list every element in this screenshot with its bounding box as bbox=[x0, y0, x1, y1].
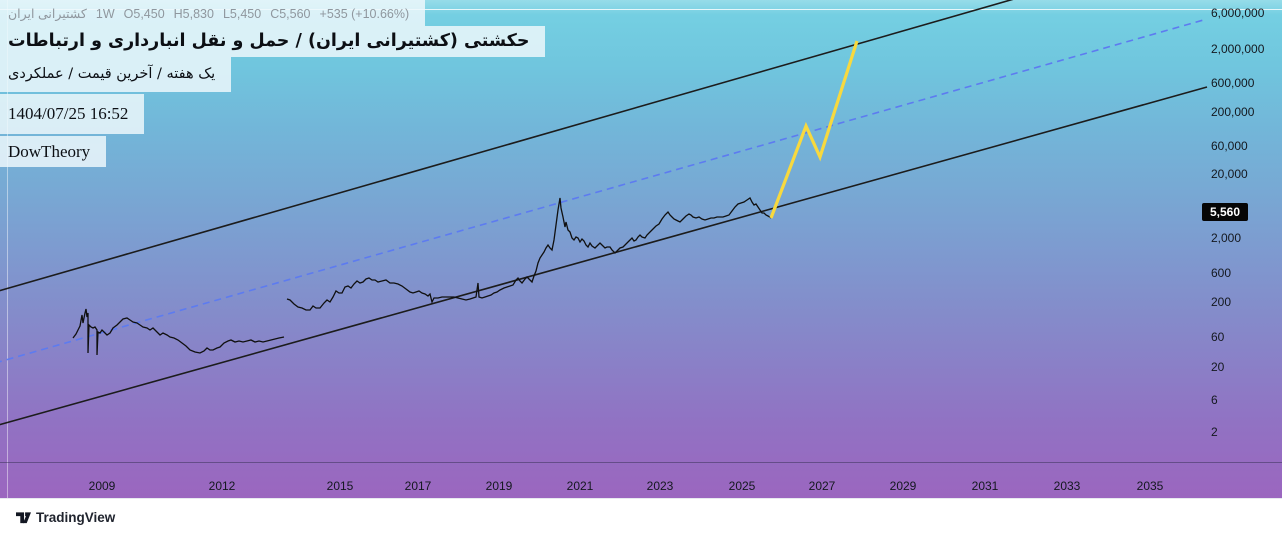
price-tick-label: 20,000 bbox=[1211, 167, 1248, 181]
price-tick-label: 6,000,000 bbox=[1211, 6, 1265, 20]
price-tick-label: 20 bbox=[1211, 360, 1225, 374]
time-axis[interactable]: 2009 2012 2015 2017 2019 2021 2023 2025 2027 2029… bbox=[0, 0, 1282, 498]
tradingview-logo-icon[interactable] bbox=[16, 511, 31, 525]
time-tick-label: 2019 bbox=[485, 479, 513, 493]
time-tick-label: 2027 bbox=[808, 479, 836, 493]
symbol-title[interactable]: حکشتی (کشتیرانی ایران) / حمل و نقل انبار… bbox=[0, 26, 546, 57]
time-tick-label: 2031 bbox=[971, 479, 999, 493]
footer-bar: TradingView bbox=[0, 498, 1282, 535]
time-tick-label: 2009 bbox=[88, 479, 116, 493]
projection-zigzag-line[interactable] bbox=[769, 40, 859, 219]
channel-lower-line[interactable] bbox=[0, 86, 1208, 426]
legend-ohlc-row[interactable]: کشتیرانی ایران 1W O5,450 H5,830 L5,450 C… bbox=[0, 0, 426, 26]
channel-upper-line[interactable] bbox=[0, 0, 1014, 292]
legend-high-value: H5,830 bbox=[173, 7, 214, 21]
time-tick-label: 2021 bbox=[566, 479, 594, 493]
time-tick-label: 2029 bbox=[889, 479, 917, 493]
horizontal-gridline bbox=[0, 9, 1282, 10]
legend-symbol-name[interactable]: کشتیرانی ایران bbox=[8, 7, 87, 21]
price-tick-label: 6 bbox=[1211, 393, 1218, 407]
time-tick-label: 2017 bbox=[404, 479, 432, 493]
price-tick-label: 60,000 bbox=[1211, 139, 1248, 153]
price-tick-label: 600 bbox=[1211, 266, 1232, 280]
last-price-label: 5,560 bbox=[1202, 203, 1248, 221]
symbol-subtitle[interactable]: یک هفته / آخرین قیمت / عملکردی bbox=[0, 57, 232, 92]
price-line[interactable] bbox=[72, 197, 772, 356]
price-tick-label: 2,000,000 bbox=[1211, 42, 1265, 56]
tradingview-brand-label[interactable]: TradingView bbox=[36, 510, 116, 525]
vertical-gridline bbox=[7, 0, 8, 498]
legend-change-value: +535 (+10.66%) bbox=[319, 7, 410, 21]
price-tick-label: 200,000 bbox=[1211, 105, 1255, 119]
legend-low-value: L5,450 bbox=[222, 7, 262, 21]
chart-canvas[interactable] bbox=[0, 0, 1282, 498]
price-tick-label: 200 bbox=[1211, 295, 1232, 309]
price-tick-label: 2 bbox=[1211, 425, 1218, 439]
watermark-dowtheory: DowTheory bbox=[0, 136, 107, 167]
legend-open-value: O5,450 bbox=[123, 7, 165, 21]
price-tick-label: 60 bbox=[1211, 330, 1225, 344]
legend-close-value: C5,560 bbox=[270, 7, 311, 21]
price-tick-label: 2,000 bbox=[1211, 231, 1242, 245]
chart-datetime: 1404/07/25 16:52 bbox=[0, 94, 145, 134]
legend-timeframe[interactable]: 1W bbox=[95, 7, 115, 21]
channel-median-dashed-line[interactable] bbox=[0, 18, 1208, 363]
price-tick-label: 600,000 bbox=[1211, 76, 1255, 90]
time-tick-label: 2012 bbox=[208, 479, 236, 493]
time-axis-separator bbox=[0, 462, 1282, 463]
time-tick-label: 2035 bbox=[1136, 479, 1164, 493]
time-tick-label: 2033 bbox=[1053, 479, 1081, 493]
time-tick-label: 2023 bbox=[646, 479, 674, 493]
time-tick-label: 2015 bbox=[326, 479, 354, 493]
time-tick-label: 2025 bbox=[728, 479, 756, 493]
price-axis[interactable]: 6,000,000 2,000,000 600,000 200,000 60,000 20… bbox=[0, 0, 1282, 498]
